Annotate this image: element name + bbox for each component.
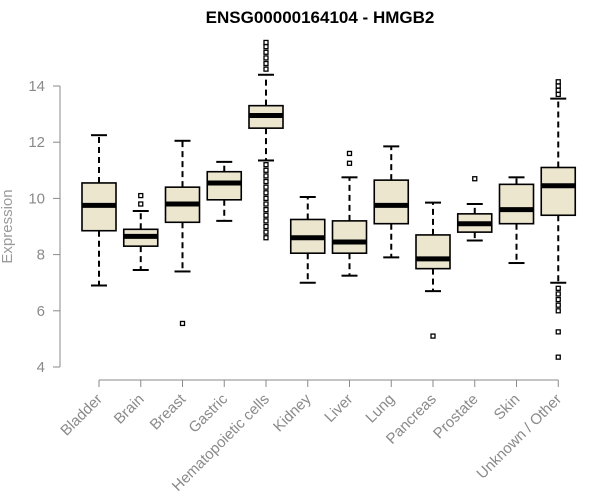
x-tick-label: Prostate [430, 391, 482, 443]
x-tick-label: Brain [111, 391, 148, 428]
outlier-point [555, 79, 561, 85]
outlier-point [263, 44, 269, 50]
outlier-point [263, 190, 269, 196]
y-tick-label: 10 [28, 190, 45, 207]
chart-title: ENSG00000164104 - HMGB2 [206, 8, 435, 27]
outlier-point [430, 333, 436, 339]
outlier-point [555, 285, 561, 291]
outlier-point [179, 320, 186, 327]
y-tick-label: 14 [28, 78, 45, 95]
box-3 [206, 160, 243, 222]
outlier-point [263, 229, 269, 235]
y-tick-label: 4 [37, 359, 45, 376]
y-tick-label: 6 [37, 303, 45, 320]
outlier-point [263, 195, 269, 202]
box-rect [206, 170, 243, 201]
outlier-point [555, 291, 561, 297]
outlier-point [138, 201, 144, 207]
box-rect [498, 183, 535, 225]
x-tick-label: Lung [362, 391, 398, 427]
box-7 [373, 145, 410, 259]
box-6 [331, 150, 368, 277]
outlier-point [263, 39, 269, 46]
outlier-point [263, 60, 269, 67]
outlier-point [263, 212, 269, 218]
y-tick-label: 8 [37, 247, 45, 264]
outlier-point [263, 218, 269, 224]
outlier-point [555, 91, 561, 98]
box-rect [540, 166, 577, 217]
box-0 [81, 134, 117, 287]
outlier-point [555, 296, 561, 303]
outlier-point [555, 83, 561, 89]
outlier-point [263, 235, 269, 241]
box-rect [373, 179, 410, 225]
outlier-point [346, 150, 353, 157]
x-tick-label: Breast [147, 390, 190, 433]
outlier-point [263, 178, 269, 185]
outlier-point [263, 49, 269, 55]
y-axis-label: Expression [0, 189, 16, 263]
outlier-point [555, 329, 561, 335]
box-rect [331, 220, 368, 254]
boxes-layer [81, 39, 577, 360]
box-4 [248, 39, 284, 241]
outlier-point [263, 223, 269, 230]
outlier-point [263, 173, 269, 179]
outlier-point [263, 206, 269, 213]
outlier-point [555, 87, 561, 93]
outlier-point [346, 160, 353, 166]
x-tick-label: Kidney [270, 390, 315, 435]
outlier-point [263, 162, 269, 168]
box-2 [164, 139, 201, 327]
outlier-point [138, 192, 144, 199]
box-rect [415, 234, 451, 270]
outlier-point [555, 308, 561, 314]
outlier-point [263, 184, 269, 190]
x-tick-label: Liver [321, 391, 356, 426]
box-9 [456, 176, 493, 242]
x-tick-label: Skin [491, 391, 524, 424]
box-11 [540, 79, 577, 360]
box-1 [122, 192, 159, 272]
y-tick-label: 12 [28, 134, 45, 151]
x-tick-label: Bladder [57, 391, 106, 440]
y-axis: 4 6 8 10 12 14 [28, 78, 61, 376]
outlier-point [472, 176, 478, 182]
outlier-point [263, 55, 269, 61]
outlier-point [263, 201, 269, 207]
outlier-point [263, 66, 269, 72]
outlier-point [555, 302, 561, 308]
box-5 [289, 195, 326, 284]
box-10 [498, 176, 535, 265]
box-8 [415, 201, 451, 339]
outlier-point [263, 167, 269, 173]
outlier-point [555, 354, 561, 360]
